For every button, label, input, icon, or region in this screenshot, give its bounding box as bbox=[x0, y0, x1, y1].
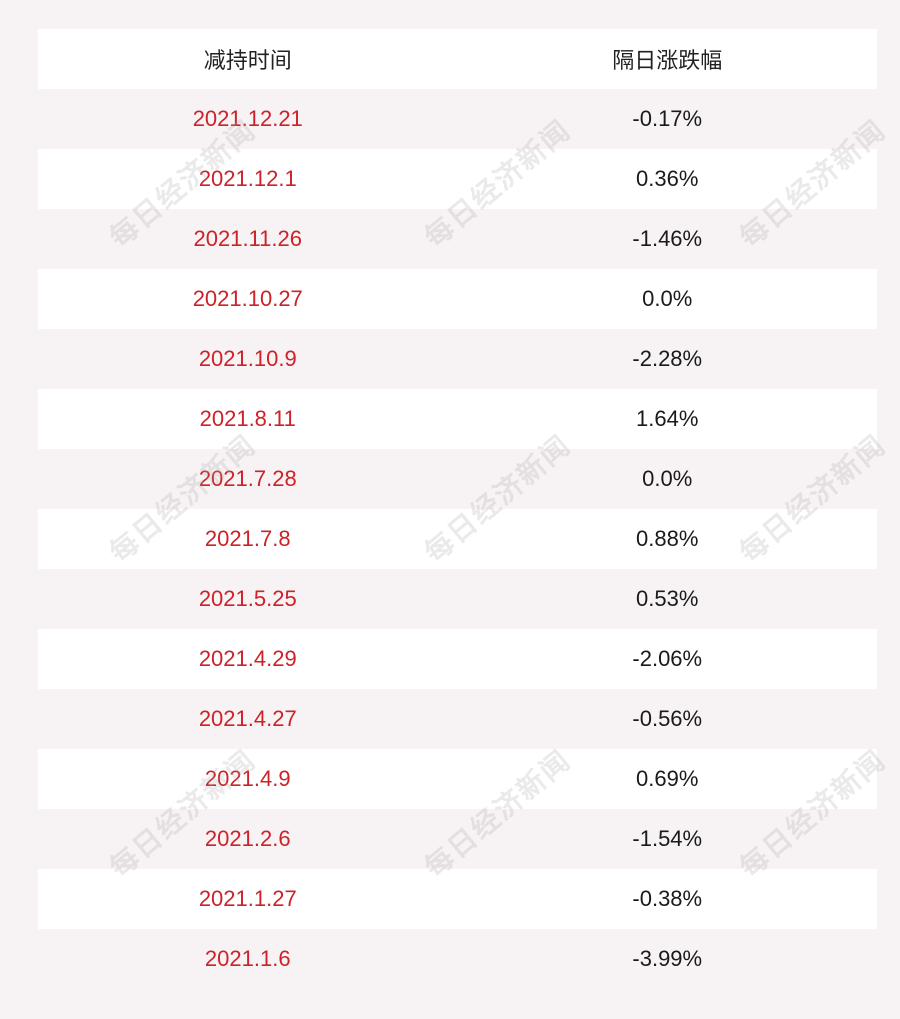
table-header-row: 减持时间 隔日涨跌幅 bbox=[38, 29, 877, 89]
date-cell: 2021.4.29 bbox=[198, 646, 297, 671]
table-row: 2021.12.1 0.36% bbox=[38, 149, 877, 209]
table-row: 2021.7.8 0.88% bbox=[38, 509, 877, 569]
change-cell: -2.06% bbox=[632, 646, 703, 671]
change-cell: -0.38% bbox=[632, 886, 703, 911]
table-row: 2021.7.28 0.0% bbox=[38, 449, 877, 509]
table-row: 2021.2.6 -1.54% bbox=[38, 809, 877, 869]
table-row: 2021.4.29 -2.06% bbox=[38, 629, 877, 689]
date-cell: 2021.4.27 bbox=[198, 706, 297, 731]
date-cell: 2021.4.9 bbox=[204, 766, 291, 791]
change-cell: -0.17% bbox=[632, 106, 703, 131]
date-cell: 2021.12.21 bbox=[192, 106, 303, 131]
change-cell: 1.64% bbox=[636, 406, 699, 431]
date-cell: 2021.10.27 bbox=[192, 286, 303, 311]
date-cell: 2021.11.26 bbox=[193, 226, 302, 251]
table-row: 2021.11.26 -1.46% bbox=[38, 209, 877, 269]
date-cell: 2021.7.8 bbox=[204, 526, 291, 551]
date-cell: 2021.1.27 bbox=[198, 886, 297, 911]
change-cell: 0.53% bbox=[636, 586, 699, 611]
table-row: 2021.10.9 -2.28% bbox=[38, 329, 877, 389]
data-table: 减持时间 隔日涨跌幅 2021.12.21 -0.17% 2021.12.1 0… bbox=[38, 29, 877, 989]
change-cell: -2.28% bbox=[632, 346, 703, 371]
table-row: 2021.1.27 -0.38% bbox=[38, 869, 877, 929]
date-cell: 2021.7.28 bbox=[198, 466, 297, 491]
date-cell: 2021.2.6 bbox=[204, 826, 291, 851]
change-cell: 0.0% bbox=[642, 466, 693, 491]
table-row: 2021.5.25 0.53% bbox=[38, 569, 877, 629]
date-cell: 2021.12.1 bbox=[198, 166, 297, 191]
change-cell: -3.99% bbox=[632, 946, 703, 971]
change-cell: -1.46% bbox=[632, 226, 703, 251]
table-row: 2021.4.27 -0.56% bbox=[38, 689, 877, 749]
date-cell: 2021.5.25 bbox=[198, 586, 297, 611]
change-cell: 0.36% bbox=[636, 166, 699, 191]
table-row: 2021.1.6 -3.99% bbox=[38, 929, 877, 989]
change-cell: -0.56% bbox=[632, 706, 703, 731]
table-row: 2021.8.11 1.64% bbox=[38, 389, 877, 449]
table-row: 2021.4.9 0.69% bbox=[38, 749, 877, 809]
header-next-day-change: 隔日涨跌幅 bbox=[612, 48, 723, 73]
change-cell: 0.69% bbox=[636, 766, 699, 791]
change-cell: 0.0% bbox=[642, 286, 693, 311]
date-cell: 2021.8.11 bbox=[199, 406, 296, 431]
change-cell: 0.88% bbox=[636, 526, 699, 551]
table-row: 2021.12.21 -0.17% bbox=[38, 89, 877, 149]
date-cell: 2021.1.6 bbox=[204, 946, 291, 971]
header-reduce-time: 减持时间 bbox=[203, 48, 292, 73]
date-cell: 2021.10.9 bbox=[198, 346, 297, 371]
change-cell: -1.54% bbox=[632, 826, 703, 851]
table-row: 2021.10.27 0.0% bbox=[38, 269, 877, 329]
